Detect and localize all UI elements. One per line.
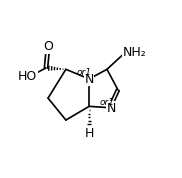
Text: O: O xyxy=(43,40,53,53)
Text: N: N xyxy=(84,73,94,86)
Text: NH₂: NH₂ xyxy=(122,46,146,59)
Text: N: N xyxy=(107,102,116,115)
Text: or1: or1 xyxy=(99,98,114,107)
Text: H: H xyxy=(84,127,94,140)
Text: HO: HO xyxy=(18,70,37,83)
Text: or1: or1 xyxy=(76,68,91,77)
